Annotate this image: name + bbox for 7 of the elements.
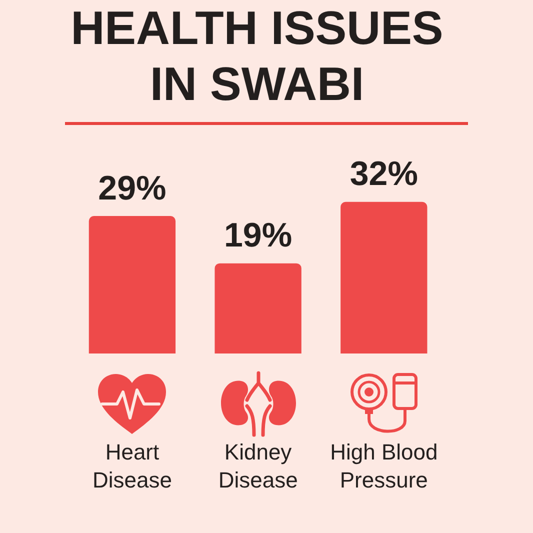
x-tick-label: Heart Disease (92, 440, 172, 493)
chart-title: HEALTH ISSUES IN SWABI (70, 0, 444, 112)
x-tick-label: Kidney Disease (218, 440, 298, 493)
data-label: 32% (350, 155, 418, 194)
x-tick-label: High Blood Pressure (330, 440, 438, 493)
data-label: 29% (98, 169, 166, 208)
data-label: 19% (224, 216, 292, 255)
